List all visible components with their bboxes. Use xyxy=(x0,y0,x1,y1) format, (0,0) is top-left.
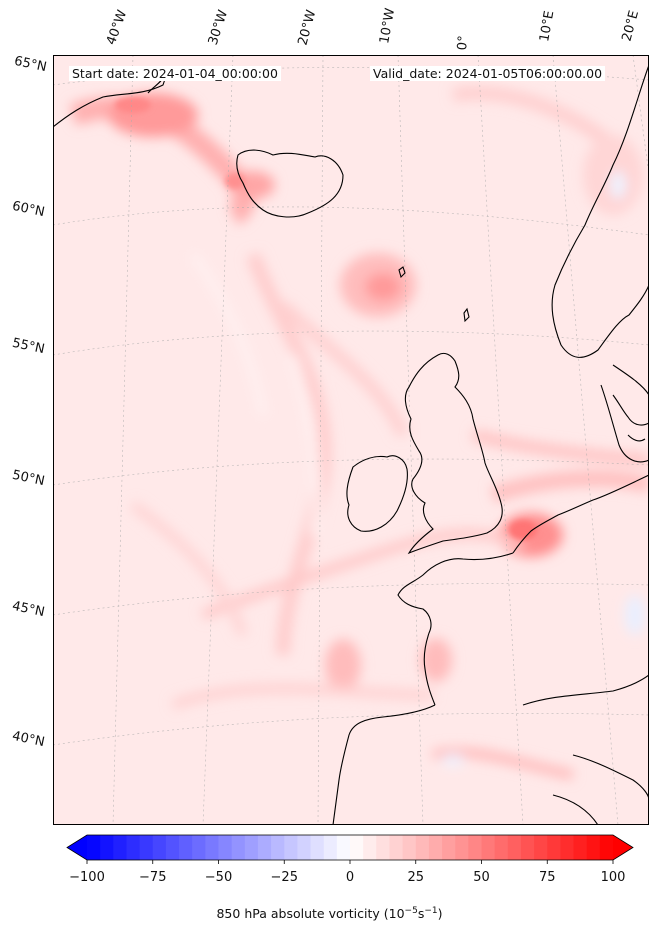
map-canvas xyxy=(53,55,649,825)
colorbar-cell xyxy=(336,835,351,860)
colorbar-tick-label: −75 xyxy=(139,870,167,885)
colorbar-tick-label: 75 xyxy=(538,870,556,885)
vorticity-highlights xyxy=(115,97,537,540)
colorbar-cell xyxy=(455,835,469,860)
lon-label-10e: 10°E xyxy=(537,9,558,43)
valid-date-label: Valid_date: 2024-01-05T06:00:00.00 xyxy=(370,66,606,81)
colorbar-cell xyxy=(376,835,391,860)
colorbar-cell xyxy=(139,835,154,860)
colorbar-label-mid: s xyxy=(417,906,425,922)
colorbar-cell xyxy=(481,835,496,860)
lon-label-20e: 20°E xyxy=(619,8,643,44)
colorbar-cell xyxy=(231,835,246,860)
colorbar-cell xyxy=(389,835,404,860)
colorbar-cell xyxy=(244,835,259,860)
graticule xyxy=(53,55,649,825)
colorbar-tick-label: −100 xyxy=(69,870,105,885)
colorbar-cell xyxy=(560,835,575,860)
colorbar-tick-label: −50 xyxy=(204,870,233,885)
colorbar-cell xyxy=(363,835,377,860)
colorbar-outline xyxy=(66,834,634,861)
colorbar-cell xyxy=(192,835,206,860)
colorbar-cell xyxy=(218,835,233,860)
vorticity-map: Start date: 2024-01-04_00:00:00 Valid_da… xyxy=(53,55,649,825)
colorbar-label-exp1: −5 xyxy=(404,906,418,916)
colorbar-cell xyxy=(599,835,614,860)
colorbar-cell xyxy=(350,835,364,860)
colorbar-extend-high xyxy=(613,835,633,860)
vorticity-shading xyxy=(53,55,649,825)
colorbar-label-main: 850 hPa absolute vorticity (10 xyxy=(216,906,405,922)
colorbar-cell xyxy=(547,835,561,860)
colorbar-cell xyxy=(323,835,338,860)
colorbar-cell xyxy=(113,835,128,860)
lon-label-10w: 10°W xyxy=(377,7,399,46)
lat-label-45n: 45°N xyxy=(10,598,46,621)
colorbar-cell xyxy=(87,835,101,860)
coastline xyxy=(53,64,649,825)
lat-label-60n: 60°N xyxy=(10,198,46,221)
colorbar-cell xyxy=(520,835,535,860)
lat-label-65n: 65°N xyxy=(12,53,48,76)
colorbar-label-exp2: −1 xyxy=(424,906,438,916)
colorbar-cell xyxy=(284,835,298,860)
colorbar-cell xyxy=(573,835,588,860)
colorbar-cell xyxy=(152,835,167,860)
colorbar-cell xyxy=(494,835,509,860)
start-date-label: Start date: 2024-01-04_00:00:00 xyxy=(69,66,281,81)
colorbar-cell xyxy=(534,835,548,860)
colorbar-label-end: ) xyxy=(437,906,443,922)
colorbar-tick-label: 0 xyxy=(345,870,355,885)
colorbar-cell xyxy=(310,835,325,860)
colorbar-cell xyxy=(415,835,430,860)
lat-label-40n: 40°N xyxy=(10,728,46,751)
colorbar-cell xyxy=(442,835,456,860)
colorbar-cell xyxy=(165,835,180,860)
colorbar-cell xyxy=(507,835,522,860)
lon-label-0: 0° xyxy=(455,34,472,51)
colorbar-cell xyxy=(402,835,417,860)
colorbar-cell xyxy=(179,835,193,860)
lat-label-55n: 55°N xyxy=(10,335,46,358)
colorbar-cell xyxy=(257,835,272,860)
colorbar-label: 850 hPa absolute vorticity (10−5s−1) xyxy=(0,906,659,921)
colorbar-cell xyxy=(586,835,601,860)
colorbar-tick-label: 25 xyxy=(407,870,425,885)
colorbar-cell xyxy=(205,835,220,860)
lon-label-40w: 40°W xyxy=(103,8,131,47)
colorbar-cell xyxy=(297,835,312,860)
colorbar-cell xyxy=(126,835,141,860)
colorbar-tick-label: 100 xyxy=(600,870,626,885)
lon-label-30w: 30°W xyxy=(205,8,232,47)
colorbar-cell xyxy=(100,835,114,860)
colorbar-tick-label: 50 xyxy=(473,870,490,885)
colorbar-cell xyxy=(428,835,443,860)
colorbar-cell xyxy=(468,835,483,860)
lon-label-20w: 20°W xyxy=(295,8,320,47)
colorbar-tick-label: −25 xyxy=(270,870,298,885)
colorbar-cell xyxy=(271,835,285,860)
lat-label-50n: 50°N xyxy=(10,467,46,490)
colorbar-extend-low xyxy=(67,835,87,860)
